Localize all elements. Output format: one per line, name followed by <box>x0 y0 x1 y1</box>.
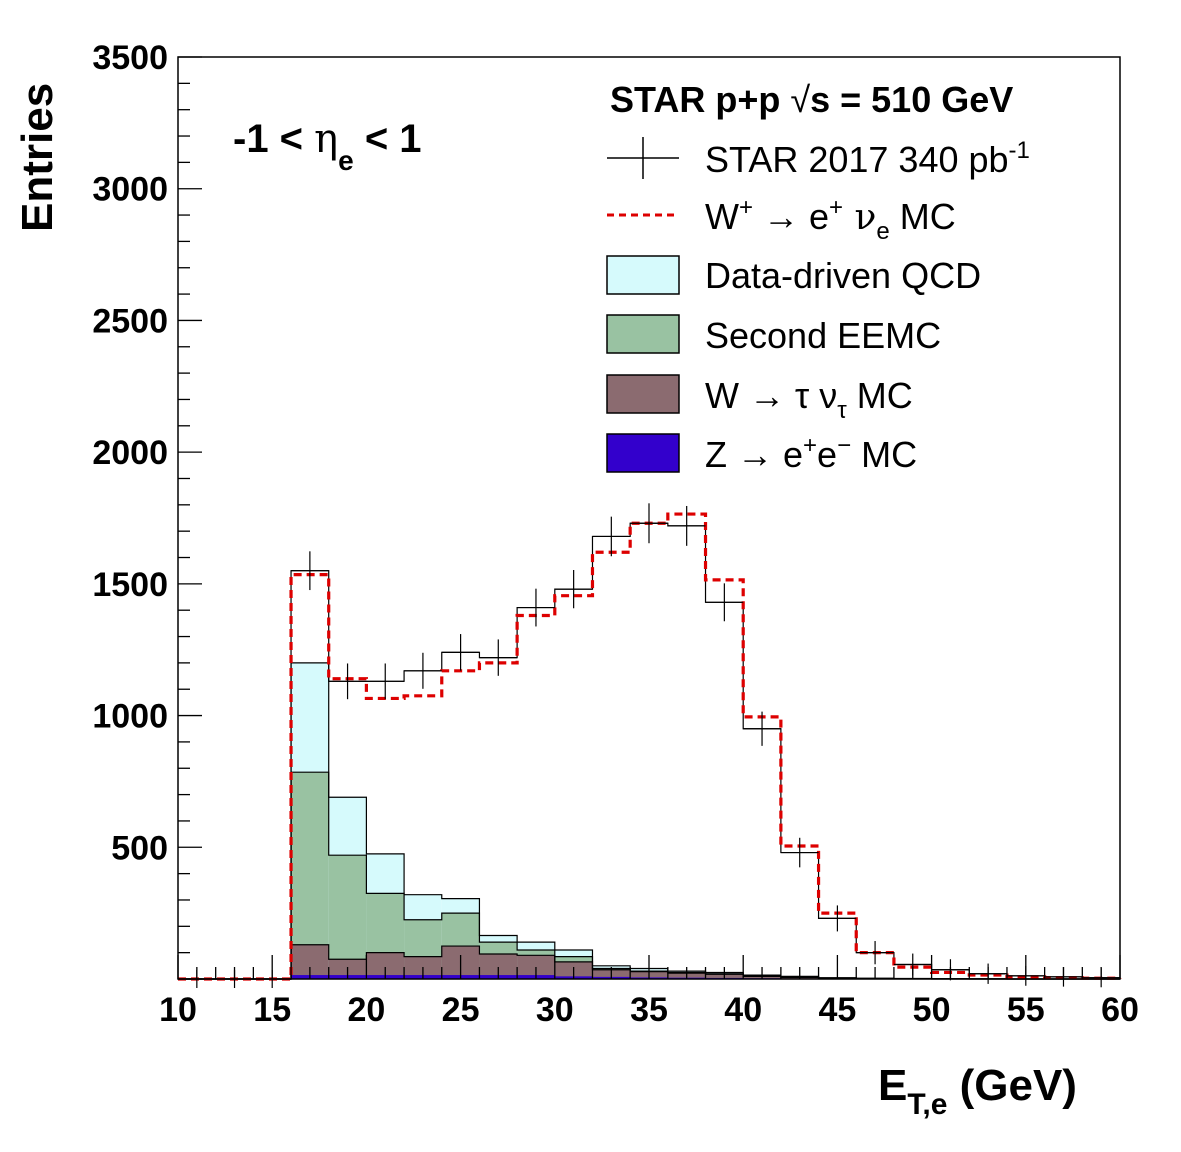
data-point-bin-14 <box>705 583 744 622</box>
data-point-bin-9 <box>517 588 555 627</box>
data-point-bin-16 <box>780 837 819 868</box>
eta-range-annotation: -1 < ηe < 1 <box>233 116 422 176</box>
y-tick-label: 3000 <box>92 171 168 209</box>
data-point-bin-15 <box>743 711 781 746</box>
data-point-bin-8 <box>479 639 518 676</box>
legend-label-data: STAR 2017 340 pb-1 <box>705 137 1030 180</box>
bar-eemc-bin-4 <box>328 855 367 979</box>
data-point-bin-17 <box>818 905 857 932</box>
y-tick-label: 1500 <box>92 566 168 604</box>
y-tick-label: 2500 <box>92 302 168 340</box>
data-point-bin-5 <box>366 663 405 700</box>
x-tick-label: 45 <box>818 991 856 1029</box>
x-tick-label: 40 <box>724 991 762 1029</box>
y-axis-title: Entries <box>13 83 62 232</box>
x-tick-label: 10 <box>159 991 197 1029</box>
legend-swatch-data <box>607 137 679 179</box>
y-tick-label: 3500 <box>92 39 168 77</box>
data-point-bin-10 <box>554 569 593 609</box>
data-point-bin-12 <box>630 503 668 544</box>
legend-label-wtau: W → τ ντ MC <box>705 375 913 424</box>
eta-prefix: -1 < <box>233 117 314 161</box>
x-tick-label: 35 <box>630 991 668 1029</box>
data-point-bin-18 <box>856 941 894 965</box>
legend-header: STAR p+p √s = 510 GeV <box>610 79 1013 120</box>
x-axis-title-main: E <box>878 1061 907 1110</box>
y-tick-label: 500 <box>111 829 168 867</box>
legend-header-sqrt: √ <box>790 79 810 120</box>
data-point-bin-13 <box>667 505 706 546</box>
eta-sub: e <box>338 145 354 176</box>
legend-swatch-wtau <box>606 374 680 414</box>
legend-label-wplus: W+ → e+ νe MC <box>705 194 956 245</box>
x-tick-label: 55 <box>1007 991 1045 1029</box>
x-tick-label: 20 <box>347 991 385 1029</box>
eta-symbol: η <box>314 116 338 162</box>
legend-swatch-z <box>606 433 680 473</box>
x-tick-label: 25 <box>442 991 480 1029</box>
legend-header-prefix: STAR p+p <box>610 79 790 120</box>
axis-ticks: 10 15 20 25 30 35 40 45 50 55 60 500 1000 1500 2000 250… <box>92 39 1139 1029</box>
x-axis-title-sub: T,e <box>907 1088 947 1121</box>
legend: STAR 2017 340 pb-1 W+ → e+ νe MC Data-dr… <box>606 137 1030 475</box>
y-tick-label: 1000 <box>92 698 168 736</box>
data-point-bin-4 <box>328 663 367 700</box>
data-point-bin-11 <box>592 516 631 557</box>
legend-swatch-qcd <box>606 255 680 295</box>
data-point-bin-3 <box>291 551 329 591</box>
x-axis-title-unit: (GeV) <box>947 1061 1077 1110</box>
legend-label-eemc: Second EEMC <box>705 315 941 356</box>
x-tick-label: 30 <box>536 991 574 1029</box>
eta-suffix: < 1 <box>354 117 422 161</box>
x-axis-title: ET,e (GeV) <box>878 1061 1077 1121</box>
legend-label-qcd: Data-driven QCD <box>705 255 981 296</box>
data-point-bin-7 <box>441 634 480 671</box>
x-tick-label: 15 <box>253 991 291 1029</box>
legend-swatch-eemc <box>606 314 680 354</box>
x-tick-label: 50 <box>913 991 951 1029</box>
histogram-layer <box>178 503 1122 988</box>
y-tick-label: 2000 <box>92 434 168 472</box>
x-tick-label: 60 <box>1101 991 1139 1029</box>
legend-header-s: s = 510 GeV <box>810 79 1013 120</box>
data-point-bin-6 <box>404 652 442 689</box>
legend-label-z: Z → e+e− MC <box>705 432 917 475</box>
